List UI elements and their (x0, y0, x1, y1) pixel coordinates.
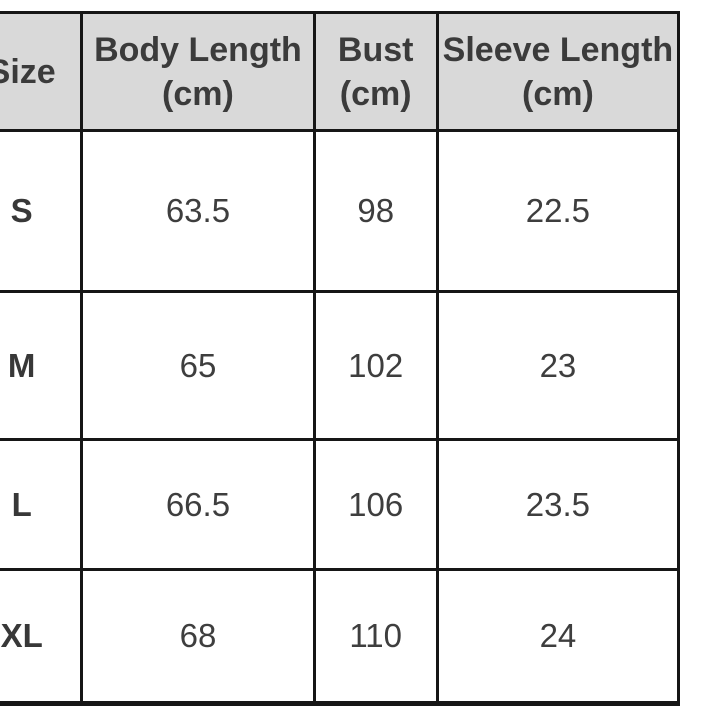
cell-size-m: M (0, 290, 84, 441)
cell-sleeve-length-l: 23.5 (435, 438, 681, 571)
column-header-size: Size (0, 11, 84, 132)
cell-sleeve-length-m: 23 (435, 290, 681, 441)
cell-size-s: S (0, 129, 84, 293)
column-header-body-length-label: Body Length (94, 30, 302, 69)
column-header-sleeve-length-label: Sleeve Length (442, 30, 674, 69)
cell-size-xl: XL (0, 568, 84, 706)
table-row-l: L 66.5 106 23.5 (0, 438, 681, 571)
cell-body-length-m: 65 (80, 290, 316, 441)
column-header-sleeve-length: Sleeve Length (cm) (435, 11, 681, 132)
column-header-sleeve-length-unit: (cm) (522, 74, 594, 113)
cell-bust-m: 102 (312, 290, 439, 441)
column-header-bust-label: Bust (337, 30, 414, 69)
column-header-bust-unit: (cm) (339, 74, 412, 113)
cell-body-length-xl: 68 (80, 568, 316, 706)
cell-sleeve-length-xl: 24 (435, 568, 681, 706)
cell-body-length-s: 63.5 (80, 129, 316, 293)
size-chart-table: Size Body Length (cm) Bust (cm) Sleeve L… (0, 11, 681, 706)
table-row-m: M 65 102 23 (0, 290, 681, 441)
table-row-s: S 63.5 98 22.5 (0, 129, 681, 293)
cell-bust-l: 106 (312, 438, 439, 571)
column-header-size-label: Size (0, 52, 56, 91)
column-header-bust: Bust (cm) (312, 11, 439, 132)
cell-bust-s: 98 (312, 129, 439, 293)
column-header-body-length-unit: (cm) (162, 74, 234, 113)
cell-body-length-l: 66.5 (80, 438, 316, 571)
column-header-body-length: Body Length (cm) (80, 11, 316, 132)
cell-size-l: L (0, 438, 84, 571)
table-header-row: Size Body Length (cm) Bust (cm) Sleeve L… (0, 11, 681, 132)
table-row-xl: XL 68 110 24 (0, 568, 681, 706)
cell-bust-xl: 110 (312, 568, 439, 706)
cell-sleeve-length-s: 22.5 (435, 129, 681, 293)
